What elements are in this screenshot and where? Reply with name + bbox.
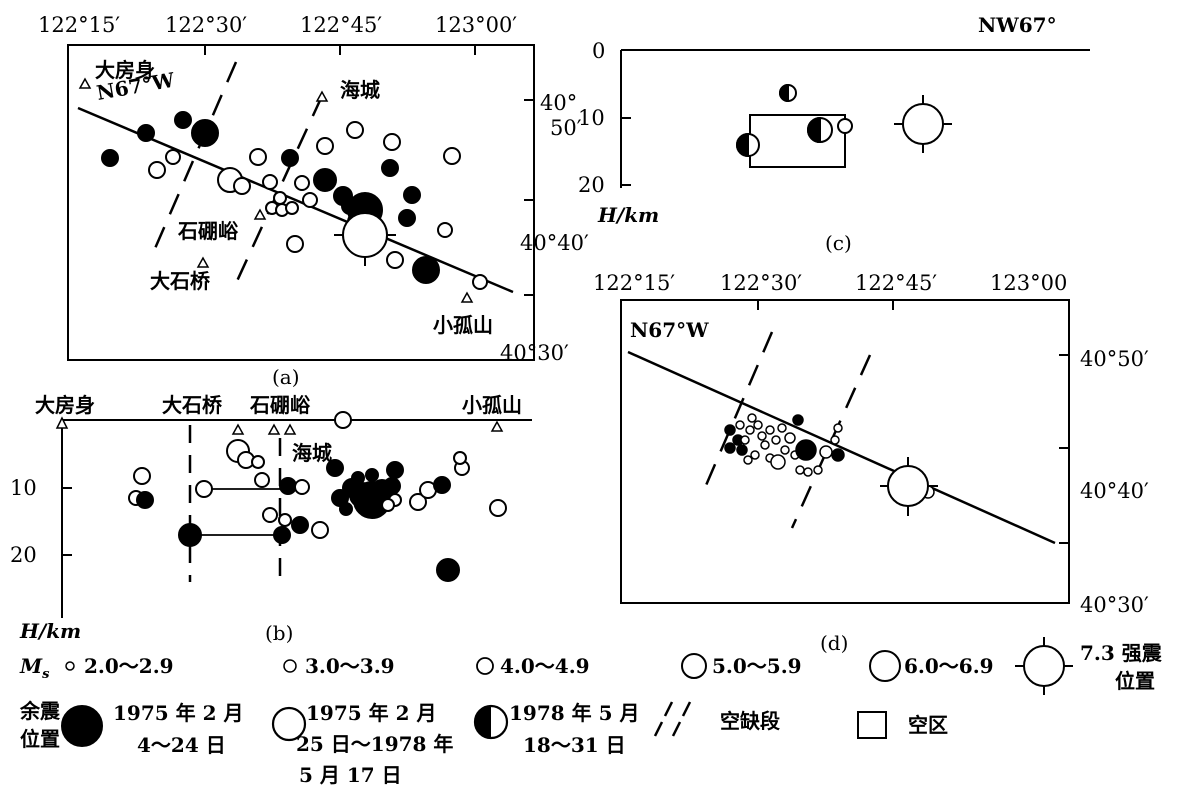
b-depth-tick-10: 10 bbox=[10, 476, 37, 500]
legend-period2-line2: 25 日～1978 年 bbox=[296, 732, 453, 756]
b-place-haicheng: 海城 bbox=[292, 441, 332, 465]
legend-mainshock-symbol bbox=[1015, 637, 1073, 695]
c-caption: (c) bbox=[825, 231, 852, 255]
legend-void-label: 空区 bbox=[908, 713, 948, 737]
legend-period1-line2: 4～24 日 bbox=[137, 733, 226, 757]
a-lat-label-2: 50′ bbox=[550, 116, 582, 140]
d-lat-label-3: 40°30′ bbox=[1080, 593, 1149, 617]
panel-d: 122°15′ 122°30′ 122°45′ 123°00 40°50′ 40… bbox=[593, 271, 1149, 655]
c-events bbox=[736, 83, 853, 158]
d-gap-line-2 bbox=[790, 354, 872, 529]
a-lat-label-3: 40°40′ bbox=[520, 231, 589, 255]
legend-mag-symbol-5 bbox=[869, 650, 901, 682]
b-caption: (b) bbox=[265, 621, 293, 645]
a-station-xiaogushan bbox=[460, 291, 474, 303]
d-lon-label-3: 122°45′ bbox=[855, 271, 937, 295]
d-lon-label-4: 123°00 bbox=[990, 271, 1067, 295]
panel-c: NW67° 0 10 20 H/km (c) bbox=[578, 13, 1090, 255]
c-depth-tick-10: 10 bbox=[578, 106, 605, 130]
a-map-frame bbox=[67, 44, 535, 361]
a-mainshock-symbol bbox=[334, 205, 396, 266]
a-lon-label-4: 123°00′ bbox=[435, 13, 517, 37]
b-station-2 bbox=[231, 423, 245, 435]
legend-gap-label: 空缺段 bbox=[720, 709, 780, 733]
b-station-1 bbox=[55, 416, 69, 429]
legend-void-symbol bbox=[857, 711, 887, 739]
d-caption: (d) bbox=[820, 631, 848, 655]
legend-mag-symbol-1 bbox=[65, 661, 75, 671]
b-events bbox=[128, 411, 507, 582]
legend-mag-label-2: 3.0～3.9 bbox=[305, 654, 395, 678]
a-place-haicheng: 海城 bbox=[340, 78, 380, 102]
a-station-dashiqiao bbox=[196, 256, 210, 268]
panel-a: 122°15′ 122°30′ 122°45′ 123°00′ 40° 50′ … bbox=[38, 13, 589, 389]
d-strike-label: N67°W bbox=[630, 318, 709, 342]
a-station-shipengyu bbox=[253, 208, 267, 220]
a-lon-label-3: 122°45′ bbox=[300, 13, 382, 37]
legend-mag-label-1: 2.0～2.9 bbox=[84, 654, 174, 678]
a-lat-label-4: 40°30′ bbox=[500, 341, 569, 365]
c-axis-label: H/km bbox=[597, 203, 659, 227]
legend-period2-symbol bbox=[271, 706, 307, 742]
legend-mainshock-line2: 位置 bbox=[1115, 669, 1155, 693]
a-caption: (a) bbox=[272, 365, 300, 389]
c-depth-tick-0: 0 bbox=[592, 39, 605, 63]
b-axis-label: H/km bbox=[19, 619, 81, 643]
b-station-5 bbox=[490, 420, 504, 432]
d-strike-line bbox=[627, 350, 1056, 545]
panel-b: 10 20 H/km 大房身 大石桥 石硼峪 小孤山 海城 bbox=[10, 393, 532, 645]
legend: Ms 2.0～2.9 3.0～3.9 4.0～4.9 5.0～5.9 6.0～6… bbox=[19, 637, 1163, 787]
b-place-dashiqiao: 大石桥 bbox=[162, 393, 223, 417]
d-events bbox=[724, 413, 935, 499]
b-place-dafangshen: 大房身 bbox=[35, 393, 95, 417]
legend-aftershock-line2: 位置 bbox=[20, 727, 60, 751]
b-place-xiaogushan: 小孤山 bbox=[462, 393, 522, 417]
b-depth-tick-20: 20 bbox=[10, 543, 37, 567]
a-place-shipengyu: 石硼峪 bbox=[177, 219, 239, 243]
b-place-shipengyu: 石硼峪 bbox=[249, 393, 311, 417]
legend-magnitude-symbol: Ms bbox=[19, 654, 50, 682]
legend-period3-symbol bbox=[473, 704, 509, 740]
legend-period3-line1: 1978 年 5 月 bbox=[509, 701, 639, 725]
d-mainshock-symbol bbox=[880, 457, 938, 516]
legend-gap-symbol bbox=[653, 701, 692, 737]
a-lon-label-2: 122°30′ bbox=[165, 13, 247, 37]
legend-period3-line2: 18～31 日 bbox=[523, 733, 626, 757]
legend-mag-label-3: 4.0～4.9 bbox=[500, 654, 590, 678]
legend-mainshock-line1: 7.3 强震 bbox=[1080, 641, 1163, 665]
legend-mag-symbol-4 bbox=[681, 653, 707, 679]
legend-period1-symbol bbox=[61, 705, 103, 747]
c-mainshock-symbol bbox=[894, 95, 952, 153]
legend-period1-line1: 1975 年 2 月 bbox=[113, 701, 243, 725]
a-lat-label-1: 40° bbox=[540, 91, 577, 115]
d-gap-line-1 bbox=[702, 331, 774, 491]
a-lon-label-1: 122°15′ bbox=[38, 13, 120, 37]
c-depth-tick-20: 20 bbox=[578, 173, 605, 197]
d-lon-label-2: 122°30′ bbox=[720, 271, 802, 295]
d-lat-label-2: 40°40′ bbox=[1080, 479, 1149, 503]
b-station-3 bbox=[267, 423, 281, 435]
a-station-dafangshen bbox=[78, 77, 92, 89]
a-place-dafangshen: 大房身 bbox=[95, 58, 155, 82]
a-station-haicheng bbox=[315, 90, 329, 102]
legend-period2-line1: 1975 年 2 月 bbox=[306, 701, 436, 725]
d-map-frame bbox=[620, 299, 1070, 604]
legend-mag-symbol-2 bbox=[283, 659, 297, 673]
legend-period2-line3: 5 月 17 日 bbox=[299, 763, 402, 787]
legend-mag-label-5: 6.0～6.9 bbox=[904, 654, 994, 678]
c-title: NW67° bbox=[978, 13, 1057, 37]
a-place-dashiqiao: 大石桥 bbox=[150, 269, 211, 293]
legend-mag-symbol-3 bbox=[476, 657, 494, 675]
b-station-4 bbox=[283, 423, 297, 435]
legend-aftershock-line1: 余震 bbox=[19, 699, 61, 723]
a-place-xiaogushan: 小孤山 bbox=[433, 313, 493, 337]
d-lon-label-1: 122°15′ bbox=[593, 271, 675, 295]
d-lat-label-1: 40°50′ bbox=[1080, 347, 1149, 371]
legend-mag-label-4: 5.0～5.9 bbox=[712, 654, 802, 678]
